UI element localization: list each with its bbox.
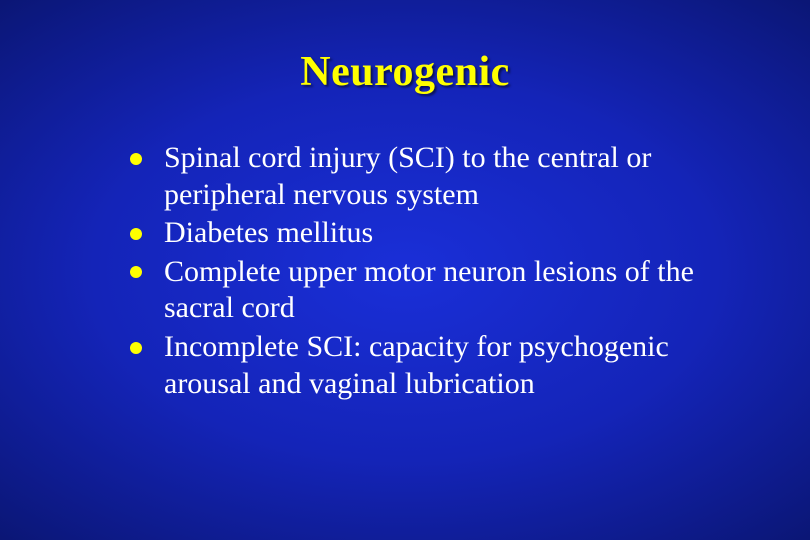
bullet-list: Spinal cord injury (SCI) to the central … (0, 140, 810, 402)
bullet-text: Diabetes mellitus (164, 216, 373, 249)
slide-title: Neurogenic (0, 48, 810, 96)
list-item: Spinal cord injury (SCI) to the central … (130, 140, 750, 213)
list-item: Incomplete SCI: capacity for psychogenic… (130, 329, 750, 402)
bullet-text: Spinal cord injury (SCI) to the central … (164, 141, 651, 211)
list-item: Complete upper motor neuron lesions of t… (130, 254, 750, 327)
bullet-text: Complete upper motor neuron lesions of t… (164, 255, 694, 325)
list-item: Diabetes mellitus (130, 215, 750, 252)
slide-container: Neurogenic Spinal cord injury (SCI) to t… (0, 0, 810, 540)
bullet-text: Incomplete SCI: capacity for psychogenic… (164, 330, 669, 400)
